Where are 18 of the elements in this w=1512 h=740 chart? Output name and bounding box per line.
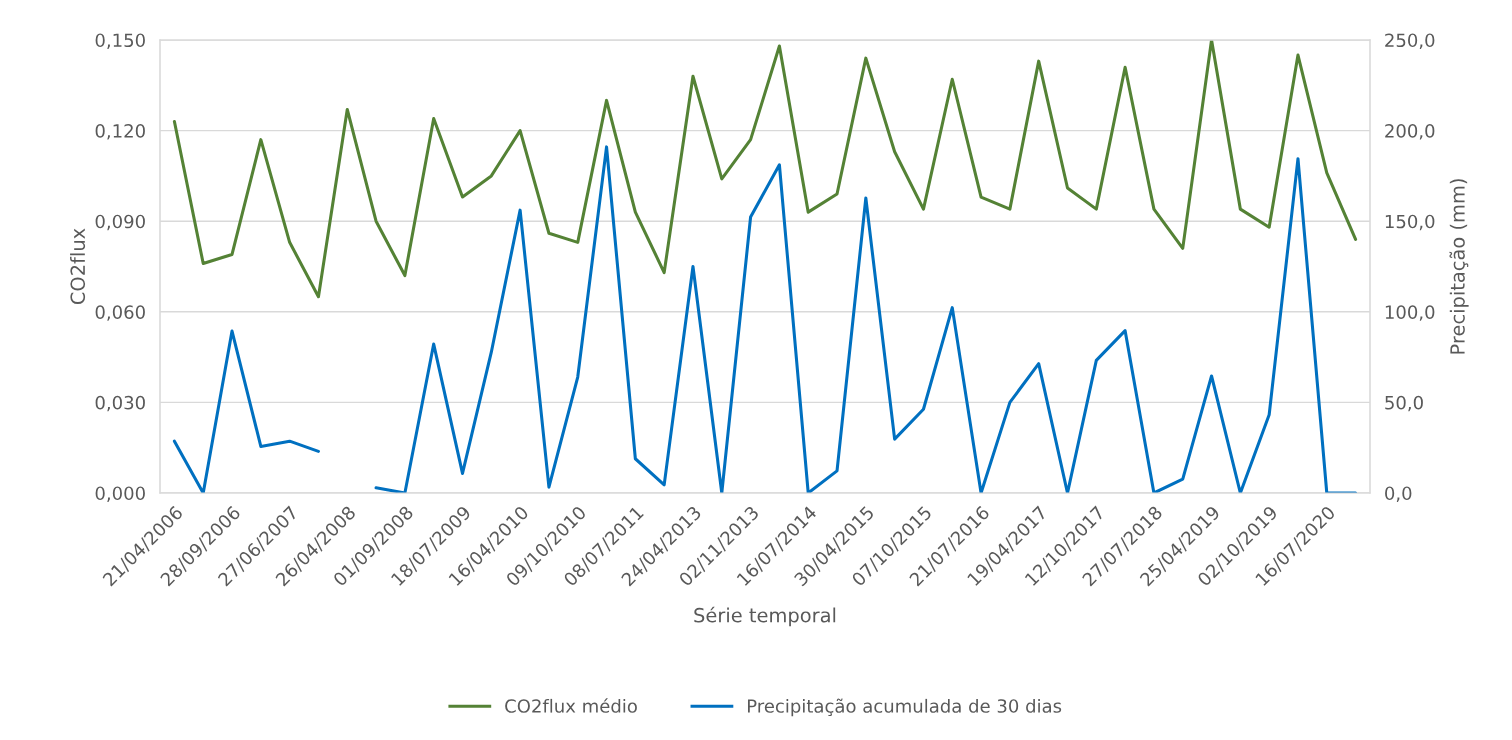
y2-tick-label: 150,0 (1385, 214, 1435, 231)
y2-tick-label: 0,0 (1385, 486, 1412, 502)
line-series (172, 40, 1358, 299)
y-tick-label: 0,150 (95, 33, 145, 49)
legend-label: Precipitação acumulada de 30 dias (747, 698, 1062, 717)
y-tick-label: 0,000 (95, 486, 145, 502)
y-tick-label: 0,030 (95, 395, 145, 412)
y2-tick-label: 250,0 (1385, 33, 1435, 49)
y2-tick-label: 50,0 (1385, 395, 1423, 412)
y2-tick-label: 200,0 (1385, 124, 1435, 140)
legend-label: CO2flux médio (505, 698, 637, 713)
y-tick-label: 0,060 (95, 305, 145, 321)
x-axis-title: Série temporal (694, 606, 836, 627)
y-axis-title: CO2flux (70, 228, 86, 305)
y2-axis-title: Precipitação (mm) (1449, 179, 1469, 354)
y2-tick-label: 100,0 (1385, 305, 1435, 321)
y-tick-label: 0,120 (95, 124, 145, 140)
y-tick-label: 0,090 (95, 214, 145, 231)
